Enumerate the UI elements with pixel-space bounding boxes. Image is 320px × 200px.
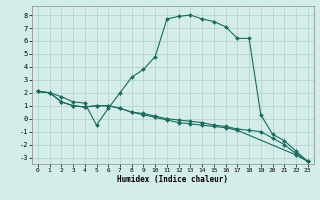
X-axis label: Humidex (Indice chaleur): Humidex (Indice chaleur) (117, 175, 228, 184)
